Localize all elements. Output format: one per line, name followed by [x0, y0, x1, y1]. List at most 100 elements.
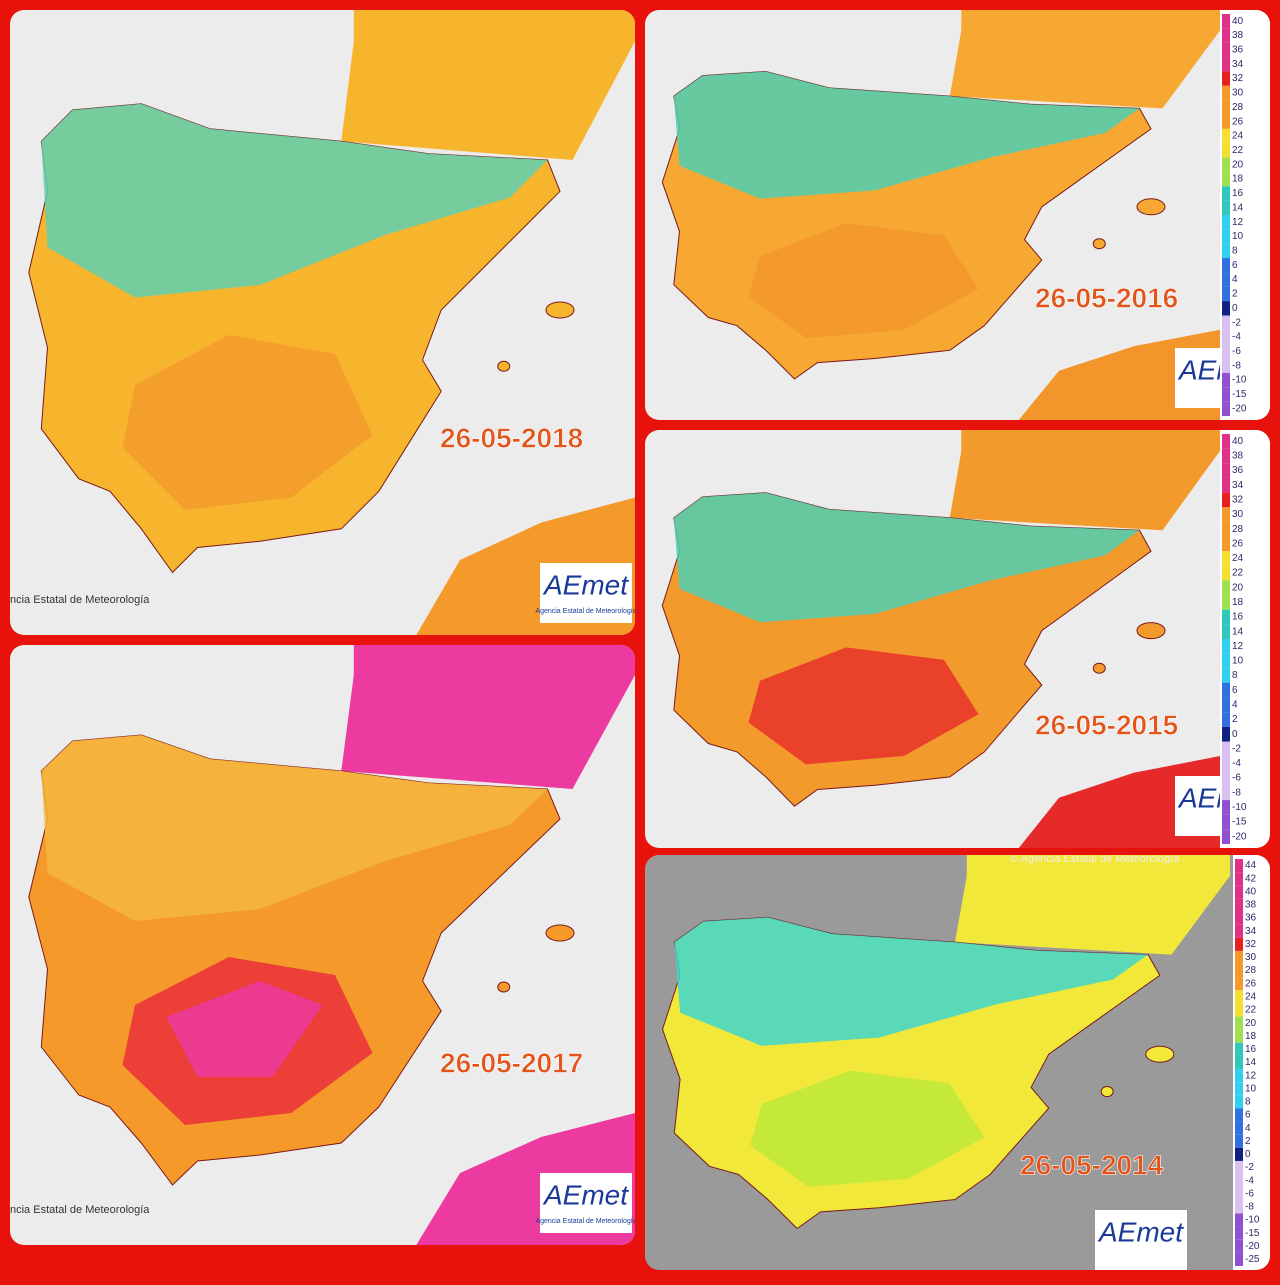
legend-label: 18	[1245, 1031, 1257, 1042]
legend-swatch	[1235, 1003, 1243, 1017]
legend-swatch	[1235, 1200, 1243, 1214]
legend-label: 26	[1232, 116, 1244, 127]
map-content: 26-05-2018 ncia Estatal de Meteorología AE…	[10, 10, 636, 635]
legend-label: 22	[1245, 1005, 1257, 1016]
legend-label: -10	[1232, 802, 1247, 813]
logo: AEmet	[1097, 1216, 1184, 1247]
island	[497, 981, 511, 993]
legend-label: 16	[1232, 188, 1244, 199]
legend-swatch	[1222, 42, 1230, 58]
legend-swatch	[1222, 448, 1230, 464]
logo-box	[540, 563, 632, 623]
map-panel: 26-05-2014 © Agencia Estatal de Meteorolo…	[645, 855, 1270, 1270]
legend-swatch	[1222, 712, 1230, 727]
legend-swatch	[1235, 964, 1243, 978]
legend-label: 28	[1232, 102, 1244, 113]
legend-swatch	[1235, 1121, 1243, 1135]
legend-label: -4	[1232, 332, 1241, 343]
credit: ncia Estatal de Meteorología	[10, 1204, 150, 1216]
legend-label: -6	[1245, 1188, 1254, 1199]
hot-region	[748, 223, 979, 338]
legend-label: -8	[1245, 1202, 1254, 1213]
island	[1136, 198, 1166, 216]
legend-label: 12	[1245, 1070, 1257, 1081]
legend-label: 28	[1232, 524, 1244, 535]
legend-label: 26	[1232, 538, 1244, 549]
logo: AEmet	[542, 1179, 629, 1210]
legend-swatch	[1222, 358, 1230, 373]
legend-label: 20	[1232, 582, 1244, 593]
legend-swatch	[1222, 829, 1230, 844]
legend-swatch	[1222, 507, 1230, 522]
legend-swatch	[1222, 521, 1230, 537]
legend-swatch	[1222, 71, 1230, 86]
legend-label: 30	[1232, 509, 1244, 520]
legend-label: 4	[1232, 700, 1238, 711]
legend-swatch	[1222, 28, 1230, 43]
legend-swatch	[1222, 200, 1230, 215]
legend-swatch	[1222, 580, 1230, 596]
map-content: 26-05-2015AEmet4038363432302826242220181…	[645, 430, 1270, 848]
africa	[1018, 329, 1220, 420]
hot-region	[750, 1070, 985, 1187]
legend-swatch	[1235, 977, 1243, 991]
hot-region	[122, 335, 373, 510]
map-content: 26-05-2016AEmet4038363432302826242220181…	[645, 10, 1270, 420]
legend-label: 6	[1232, 260, 1238, 271]
legend-label: -10	[1245, 1215, 1260, 1226]
legend-swatch	[1222, 551, 1230, 566]
legend-label: 2	[1232, 714, 1238, 725]
legend-label: 44	[1245, 860, 1257, 871]
legend-swatch	[1222, 301, 1230, 316]
north-region	[41, 735, 548, 921]
legend-swatch	[1222, 785, 1230, 801]
logo-box	[1095, 1210, 1187, 1270]
island	[1092, 238, 1106, 250]
legend-label: 32	[1232, 495, 1244, 506]
legend-label: -25	[1245, 1254, 1260, 1265]
legend-swatch	[1222, 814, 1230, 830]
legend-label: -15	[1232, 817, 1247, 828]
legend-label: 36	[1245, 913, 1257, 924]
legend-swatch	[1222, 477, 1230, 493]
legend-label: 22	[1232, 145, 1244, 156]
legend-swatch	[1222, 401, 1230, 416]
legend-label: 26	[1245, 978, 1257, 989]
legend-label: -10	[1232, 375, 1247, 386]
legend-swatch	[1222, 387, 1230, 402]
legend-swatch	[1235, 937, 1243, 951]
legend-swatch	[1235, 950, 1243, 965]
legend-label: 16	[1245, 1044, 1257, 1055]
legend-label: -15	[1232, 389, 1247, 400]
legend-swatch	[1222, 329, 1230, 345]
legend-swatch	[1222, 243, 1230, 259]
legend-label: 14	[1232, 626, 1244, 637]
legend-label: 38	[1232, 30, 1244, 41]
island	[497, 360, 511, 372]
legend-label: 20	[1245, 1018, 1257, 1029]
legend-swatch	[1222, 668, 1230, 683]
logo-box	[540, 1173, 632, 1233]
legend-label: -6	[1232, 346, 1241, 357]
map-panel: 26-05-2017 ncia Estatal de Meteorología AE…	[10, 645, 636, 1245]
legend-label: 6	[1232, 685, 1238, 696]
legend-swatch	[1222, 372, 1230, 388]
island	[1136, 622, 1166, 640]
legend-swatch	[1235, 1174, 1243, 1188]
map-panel: 26-05-2015AEmet4038363432302826242220181…	[645, 430, 1270, 848]
logo-caption: Agencia Estatal de Meteorología	[535, 608, 636, 615]
legend-swatch	[1235, 1213, 1243, 1227]
legend-swatch	[1222, 463, 1230, 478]
hot-core	[166, 981, 323, 1077]
legend-swatch	[1222, 800, 1230, 815]
logo-caption: Agencia Estatal de Meteorología	[535, 1218, 636, 1225]
date-label: 26-05-2016	[1035, 282, 1178, 313]
legend-label: -8	[1232, 360, 1241, 371]
island	[545, 301, 575, 319]
legend-label: 36	[1232, 45, 1244, 56]
legend-swatch	[1222, 653, 1230, 669]
legend-swatch	[1222, 639, 1230, 654]
legend-swatch	[1222, 697, 1230, 713]
legend-label: 40	[1232, 16, 1244, 27]
